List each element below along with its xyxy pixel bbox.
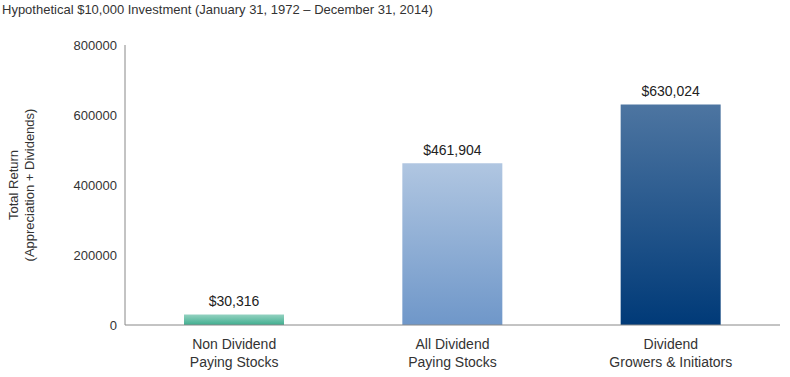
svg-text:DividendGrowers & Initiators: DividendGrowers & Initiators	[609, 336, 732, 370]
svg-text:0: 0	[110, 318, 117, 333]
svg-text:600000: 600000	[74, 108, 117, 123]
svg-text:200000: 200000	[74, 248, 117, 263]
svg-text:400000: 400000	[74, 178, 117, 193]
svg-text:$461,904: $461,904	[423, 142, 482, 158]
svg-text:Non DividendPaying Stocks: Non DividendPaying Stocks	[190, 336, 279, 370]
html-text:Total Return: Total Return	[6, 150, 21, 220]
svg-text:800000: 800000	[74, 38, 117, 53]
svg-text:$630,024: $630,024	[641, 83, 700, 99]
html-text:Hypothetical $10,000 Investmen: Hypothetical $10,000 Investment (January…	[2, 2, 433, 17]
svg-text:$30,316: $30,316	[209, 293, 260, 309]
html-text:(Appreciation + Dividends): (Appreciation + Dividends)	[22, 108, 37, 262]
svg-text:All DividendPaying Stocks: All DividendPaying Stocks	[408, 336, 497, 370]
